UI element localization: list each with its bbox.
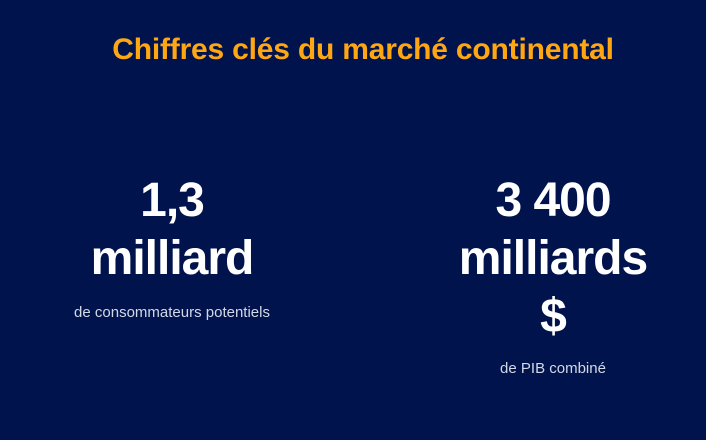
stat-gdp-value-currency: $ (540, 290, 567, 343)
stat-consumers-caption: de consommateurs potentiels (74, 304, 270, 321)
stat-gdp-value-unit: milliards (458, 232, 648, 285)
stat-gdp-value-number: 3 400 (495, 174, 611, 227)
stat-gdp: 3 400 milliards $ de PIB combiné (424, 172, 682, 377)
stat-consumers: 1,3 milliard de consommateurs potentiels (44, 172, 300, 321)
stat-gdp-caption: de PIB combiné (500, 360, 606, 377)
stat-consumers-value-number: 1,3 (140, 174, 205, 227)
slide-title: Chiffres clés du marché continental (112, 33, 614, 66)
stat-consumers-value-unit: milliard (90, 232, 255, 285)
